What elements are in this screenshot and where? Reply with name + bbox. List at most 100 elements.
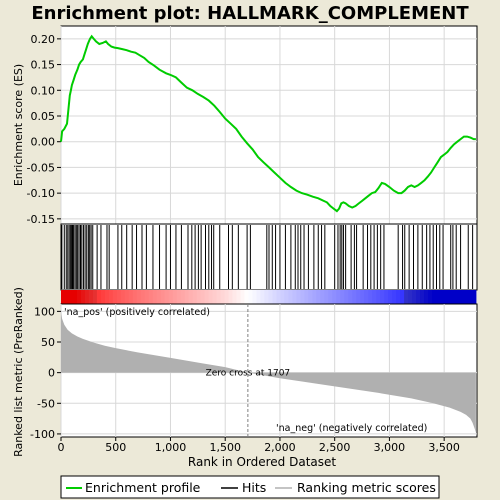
rank-color-cell <box>328 290 333 304</box>
rank-color-cell <box>360 290 365 304</box>
rank-color-cell <box>404 290 409 304</box>
rank-color-cell <box>380 290 385 304</box>
legend-metric-label: Ranking metric scores <box>297 480 436 495</box>
metric-y-ticks: -100 -50 0 50 100 <box>30 305 61 441</box>
rank-color-cell <box>455 290 461 304</box>
rank-color-cell <box>300 290 305 304</box>
rank-color-cell <box>304 290 309 304</box>
rank-color-cell <box>164 290 170 304</box>
x-tick-label: 2,000 <box>264 441 296 454</box>
rank-color-cell <box>104 290 110 304</box>
metric-y-tick-label: 100 <box>34 305 55 318</box>
rank-color-cell <box>276 290 281 304</box>
metric-y-tick-label: 50 <box>41 336 55 349</box>
rank-color-cell <box>184 290 190 304</box>
rank-color-cell <box>344 290 349 304</box>
rank-color-cell <box>148 290 154 304</box>
rank-color-cell <box>459 290 465 304</box>
rank-color-cell <box>204 290 210 304</box>
es-grid <box>60 26 477 224</box>
rank-color-cell <box>412 290 417 304</box>
rank-color-cell <box>340 290 345 304</box>
rank-color-cell <box>108 290 114 304</box>
rank-color-cell <box>144 290 150 304</box>
rank-color-cell <box>348 290 353 304</box>
rank-color-cell <box>296 290 301 304</box>
rank-color-cell <box>308 290 313 304</box>
rank-color-cell <box>236 290 242 304</box>
x-tick-label: 1,000 <box>155 441 187 454</box>
rank-color-cell <box>232 290 238 304</box>
es-y-tick-label: 0.15 <box>31 59 56 72</box>
es-y-tick-label: 0.00 <box>31 136 56 149</box>
legend-hits-label: Hits <box>242 480 266 495</box>
es-y-axis-label: Enrichment score (ES) <box>12 64 25 186</box>
enrichment-profile-line <box>60 34 476 213</box>
x-axis-label: Rank in Ordered Dataset <box>188 455 336 469</box>
rank-color-cell <box>212 290 218 304</box>
rank-color-cell <box>228 290 234 304</box>
rank-color-bar <box>61 290 477 304</box>
rank-color-cell <box>400 290 405 304</box>
rank-color-cell <box>467 290 473 304</box>
rank-color-cell <box>196 290 202 304</box>
legend: Enrichment profile Hits Ranking metric s… <box>60 475 440 499</box>
rank-color-cell <box>61 290 66 304</box>
x-tick-label: 500 <box>105 441 126 454</box>
metric-y-tick-label: 0 <box>48 367 55 380</box>
rank-color-cell <box>168 290 174 304</box>
rank-color-cell <box>188 290 194 304</box>
rank-color-cell <box>76 290 82 304</box>
es-panel: -0.15 -0.10 -0.05 0.00 0.05 0.10 0.15 0.20 Enri… <box>12 25 478 226</box>
es-y-tick-label: -0.05 <box>27 161 55 174</box>
rank-color-cell <box>156 290 162 304</box>
rank-color-cell <box>92 290 98 304</box>
rank-color-cell <box>264 290 269 304</box>
es-y-tick-label: -0.15 <box>27 213 55 226</box>
rank-color-cell <box>224 290 230 304</box>
rank-color-cell <box>240 290 246 304</box>
rank-color-cell <box>248 290 253 304</box>
rank-color-cell <box>252 290 257 304</box>
rank-color-cell <box>416 290 421 304</box>
rank-color-cell <box>384 290 389 304</box>
rank-color-cell <box>80 290 86 304</box>
rank-color-cell <box>312 290 317 304</box>
positive-correlation-label: 'na_pos' (positively correlated) <box>64 307 210 318</box>
rank-color-cell <box>136 290 142 304</box>
rank-color-cell <box>96 290 102 304</box>
metric-y-axis-label: Ranked list metric (PreRanked) <box>12 287 25 457</box>
rank-color-cell <box>280 290 285 304</box>
rank-color-cell <box>432 290 437 304</box>
x-tick-label: 0 <box>58 441 65 454</box>
rank-color-cell <box>368 290 373 304</box>
metric-y-tick-label: -50 <box>37 397 55 410</box>
es-y-ticks: -0.15 -0.10 -0.05 0.00 0.05 0.10 0.15 0.20 <box>27 33 61 226</box>
rank-color-cell <box>292 290 297 304</box>
es-y-tick-label: 0.10 <box>31 84 56 97</box>
x-tick-label: 3,500 <box>428 441 460 454</box>
chart-title: Enrichment plot: HALLMARK_COMPLEMENT <box>31 3 469 24</box>
rank-color-cell <box>72 290 78 304</box>
rank-color-cell <box>160 290 166 304</box>
rank-color-cell <box>88 290 94 304</box>
x-tick-label: 2,500 <box>319 441 351 454</box>
x-tick-label: 3,000 <box>374 441 406 454</box>
rank-color-cell <box>124 290 130 304</box>
rank-color-cell <box>388 290 393 304</box>
rank-color-cell <box>116 290 122 304</box>
rank-color-cell <box>180 290 186 304</box>
rank-color-cell <box>443 290 449 304</box>
es-plot-area <box>60 25 478 225</box>
rank-color-cell <box>356 290 361 304</box>
rank-color-cell <box>256 290 261 304</box>
rank-color-cell <box>64 290 70 304</box>
rank-color-cell <box>424 290 429 304</box>
rank-color-cell <box>192 290 198 304</box>
rank-color-cell <box>220 290 226 304</box>
rank-color-cell <box>216 290 222 304</box>
rank-color-cell <box>408 290 413 304</box>
legend-box <box>60 475 440 499</box>
zero-cross-label: Zero cross at 1707 <box>206 369 291 379</box>
